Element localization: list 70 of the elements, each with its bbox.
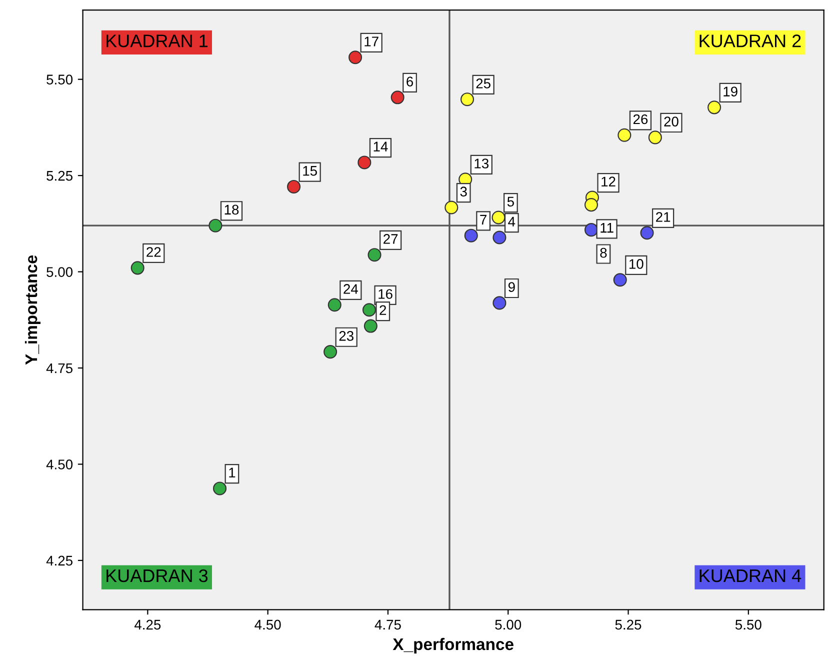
annotation: 9 — [508, 282, 515, 292]
y-axis-title: Y_importance — [24, 255, 40, 365]
annotation: 17 — [364, 36, 378, 46]
point — [618, 128, 632, 142]
point — [648, 130, 662, 144]
annotation: 25 — [476, 78, 490, 88]
x-axis-title: X_performance — [392, 638, 514, 654]
y-tick-label: 5.00 — [46, 267, 73, 277]
annotation: 13 — [474, 158, 489, 168]
annotation: 5 — [507, 196, 514, 207]
point — [130, 261, 144, 275]
point — [328, 298, 342, 312]
x-tick-label: 5.25 — [615, 620, 642, 630]
point — [640, 226, 654, 240]
point — [324, 345, 338, 359]
y-tick-label: 5.25 — [46, 170, 72, 181]
y-tick-label: 4.50 — [46, 460, 73, 470]
point — [460, 92, 474, 106]
annotation: 10 — [629, 259, 644, 269]
point — [492, 296, 506, 310]
annotation: 4 — [508, 216, 516, 226]
annotation: 19 — [724, 86, 738, 96]
point — [364, 319, 378, 333]
point — [492, 230, 506, 244]
point — [287, 180, 301, 194]
x-tick-label: 4.75 — [374, 620, 401, 630]
x-tick-label: 5.00 — [495, 620, 522, 630]
annotation: 27 — [384, 234, 398, 244]
text: KUADRAN 4 — [700, 570, 802, 582]
annotation: 3 — [460, 186, 467, 197]
point — [464, 228, 478, 242]
point — [444, 200, 458, 214]
point — [368, 248, 382, 262]
point — [208, 218, 222, 232]
annotation: 15 — [303, 166, 317, 176]
annotation: 1 — [229, 468, 236, 478]
point — [213, 482, 227, 496]
point — [708, 100, 722, 114]
annotation: 12 — [602, 176, 616, 186]
annotation: 2 — [380, 305, 386, 315]
annotation: 23 — [339, 331, 354, 341]
point — [492, 210, 506, 224]
x-tick-label: 5.50 — [735, 620, 762, 630]
point — [613, 273, 627, 287]
x-tick-label: 4.25 — [134, 620, 161, 630]
annotation: 26 — [633, 114, 648, 124]
annotation: 18 — [224, 204, 239, 215]
point — [390, 90, 404, 104]
annotation: 20 — [664, 116, 678, 126]
point — [362, 303, 376, 317]
annotation: 24 — [344, 284, 358, 294]
point — [348, 50, 362, 64]
annotation: 11 — [600, 223, 614, 233]
point — [584, 198, 598, 212]
annotation: 6 — [406, 76, 414, 86]
annotation: 22 — [146, 247, 161, 257]
annotation: 8 — [600, 248, 607, 258]
y-tick-label: 4.25 — [46, 556, 72, 566]
text: KUADRAN 1 — [106, 34, 208, 48]
annotation: 21 — [656, 212, 670, 222]
x-tick-label: 4.50 — [254, 620, 281, 630]
point — [358, 156, 372, 170]
text: KUADRAN 2 — [700, 34, 801, 48]
y-tick-label: 4.75 — [46, 363, 72, 374]
y-tick-label: 5.50 — [46, 74, 73, 84]
point — [584, 223, 598, 237]
annotation: 14 — [374, 142, 388, 152]
annotation: 16 — [378, 289, 392, 299]
text: KUADRAN 3 — [106, 569, 208, 582]
annotation: 7 — [480, 214, 486, 224]
